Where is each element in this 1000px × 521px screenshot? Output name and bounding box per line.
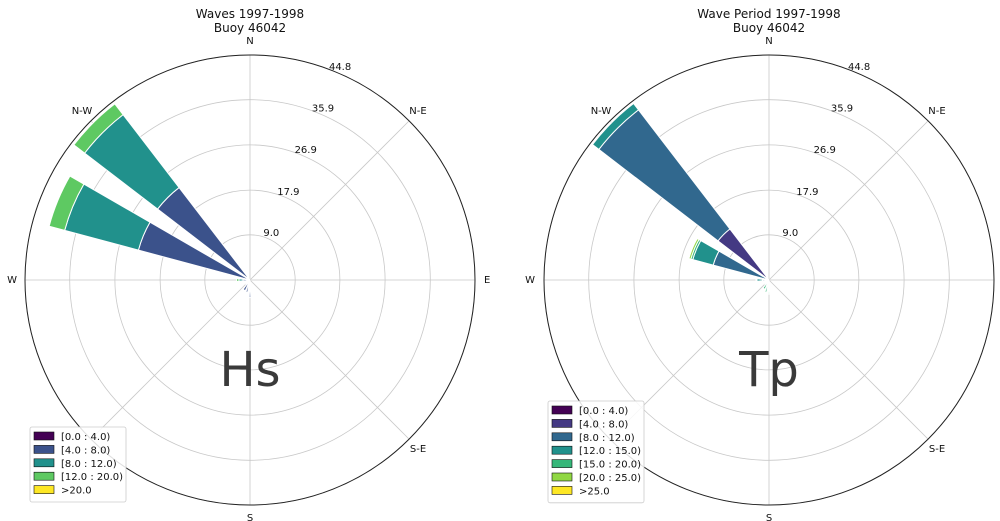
direction-label-se: S-E	[929, 444, 945, 455]
legend-swatch	[33, 458, 55, 468]
legend-swatch	[551, 445, 573, 455]
ring-gridline	[588, 99, 950, 461]
radial-tick-label: 17.9	[277, 187, 299, 198]
direction-label-n: N	[246, 36, 253, 47]
radial-tick-label: 9.0	[782, 228, 798, 239]
radial-tick-label: 44.8	[329, 62, 351, 73]
radial-gridline	[768, 279, 929, 440]
ring-gridline	[723, 234, 815, 326]
rose-bar-segment	[591, 102, 640, 151]
legend-swatch	[33, 471, 55, 481]
direction-label-e: E	[484, 275, 490, 286]
radial-gridline	[249, 279, 410, 440]
radial-tick-label: 26.9	[814, 145, 836, 156]
direction-label-w: W	[7, 275, 17, 286]
legend-swatch	[551, 432, 573, 442]
legend-entry-label: [4.0 : 8.0)	[61, 445, 110, 456]
legend-entry-label: >25.0	[579, 486, 610, 497]
radial-tick-label: 35.9	[831, 103, 853, 114]
legend-swatch	[551, 405, 573, 415]
legend-entry-label: [12.0 : 15.0)	[579, 446, 641, 457]
rose-title-line-1: Wave Period 1997-1998	[697, 7, 840, 21]
overlay-label-tp: Tp	[738, 342, 799, 398]
rose-bar-segment	[235, 278, 240, 282]
direction-label-s: S	[247, 513, 253, 521]
legend-entry-label: [8.0 : 12.0)	[61, 459, 117, 470]
rose-bar-segment	[688, 237, 700, 260]
rose-bar-segment	[763, 280, 768, 285]
legend-entry-label: [12.0 : 20.0)	[61, 472, 123, 483]
rose-bar-segment	[767, 284, 771, 295]
rose-title-line-1: Waves 1997-1998	[196, 7, 304, 21]
legend-entry-label: [4.0 : 8.0)	[579, 419, 628, 430]
rose-bar-segment	[73, 103, 124, 154]
radial-tick-label: 9.0	[263, 228, 279, 239]
direction-label-se: S-E	[410, 444, 426, 455]
radial-tick-label: 44.8	[848, 62, 870, 73]
direction-label-s: S	[766, 513, 772, 521]
polar-frame	[24, 54, 476, 506]
wave-height-rose: Waves 1997-1998 Buoy 46042 N N-E E S-E S…	[7, 7, 490, 521]
legend-swatch	[33, 485, 55, 494]
direction-label-nw: N-W	[591, 106, 612, 117]
radial-gridline	[90, 279, 251, 440]
rose-bar-segment	[756, 278, 764, 282]
legend-swatch	[551, 419, 573, 428]
direction-label-ne: N-E	[409, 106, 426, 117]
radial-gridline	[249, 120, 410, 281]
direction-label-ne: N-E	[928, 106, 945, 117]
legend-entry-label: [0.0 : 4.0)	[61, 432, 110, 443]
ring-gridline	[159, 189, 341, 371]
legend-entry-label: [0.0 : 4.0)	[579, 406, 628, 417]
rose-title-line-2: Buoy 46042	[214, 21, 286, 35]
rose-bar-segment	[238, 278, 244, 282]
rose-bar-segment	[242, 279, 251, 292]
wave-period-rose: Wave Period 1997-1998 Buoy 46042 N N-E S…	[525, 7, 995, 521]
ring-gridline	[204, 234, 296, 326]
rose-bar-segment	[48, 175, 85, 231]
legend-entry-label: [15.0 : 20.0)	[579, 460, 641, 471]
rose-bar-segment	[762, 281, 769, 290]
ring-gridline	[678, 189, 860, 371]
rose-bar-segment	[764, 279, 767, 283]
rose-bar-segment	[764, 282, 770, 293]
radial-tick-label: 26.9	[295, 145, 317, 156]
legend-swatch	[33, 431, 55, 441]
legend-entry-label: [8.0 : 12.0)	[579, 433, 635, 444]
rose-bar-segment	[245, 279, 251, 282]
direction-label-n: N	[765, 36, 772, 47]
radial-gridline	[768, 120, 929, 281]
rose-bar-segment	[244, 279, 251, 285]
rose-bar-segment	[248, 279, 252, 299]
legend-swatch	[33, 445, 55, 454]
legend-entry-label: >20.0	[61, 486, 92, 497]
ring-gridline	[633, 144, 905, 416]
legend-swatch	[551, 486, 573, 495]
direction-label-w: W	[525, 275, 535, 286]
rose-title-line-2: Buoy 46042	[733, 21, 805, 35]
direction-label-nw: N-W	[72, 106, 93, 117]
rose-bar-segment	[755, 278, 758, 282]
ring-gridline	[69, 99, 431, 461]
legend-swatch	[551, 459, 573, 468]
legend-swatch	[551, 472, 573, 482]
overlay-label-hs: Hs	[219, 342, 280, 398]
ring-gridline	[114, 144, 386, 416]
radial-tick-label: 35.9	[312, 103, 334, 114]
polar-frame	[543, 54, 995, 506]
radial-tick-label: 17.9	[796, 187, 818, 198]
legend-entry-label: [20.0 : 25.0)	[579, 473, 641, 484]
